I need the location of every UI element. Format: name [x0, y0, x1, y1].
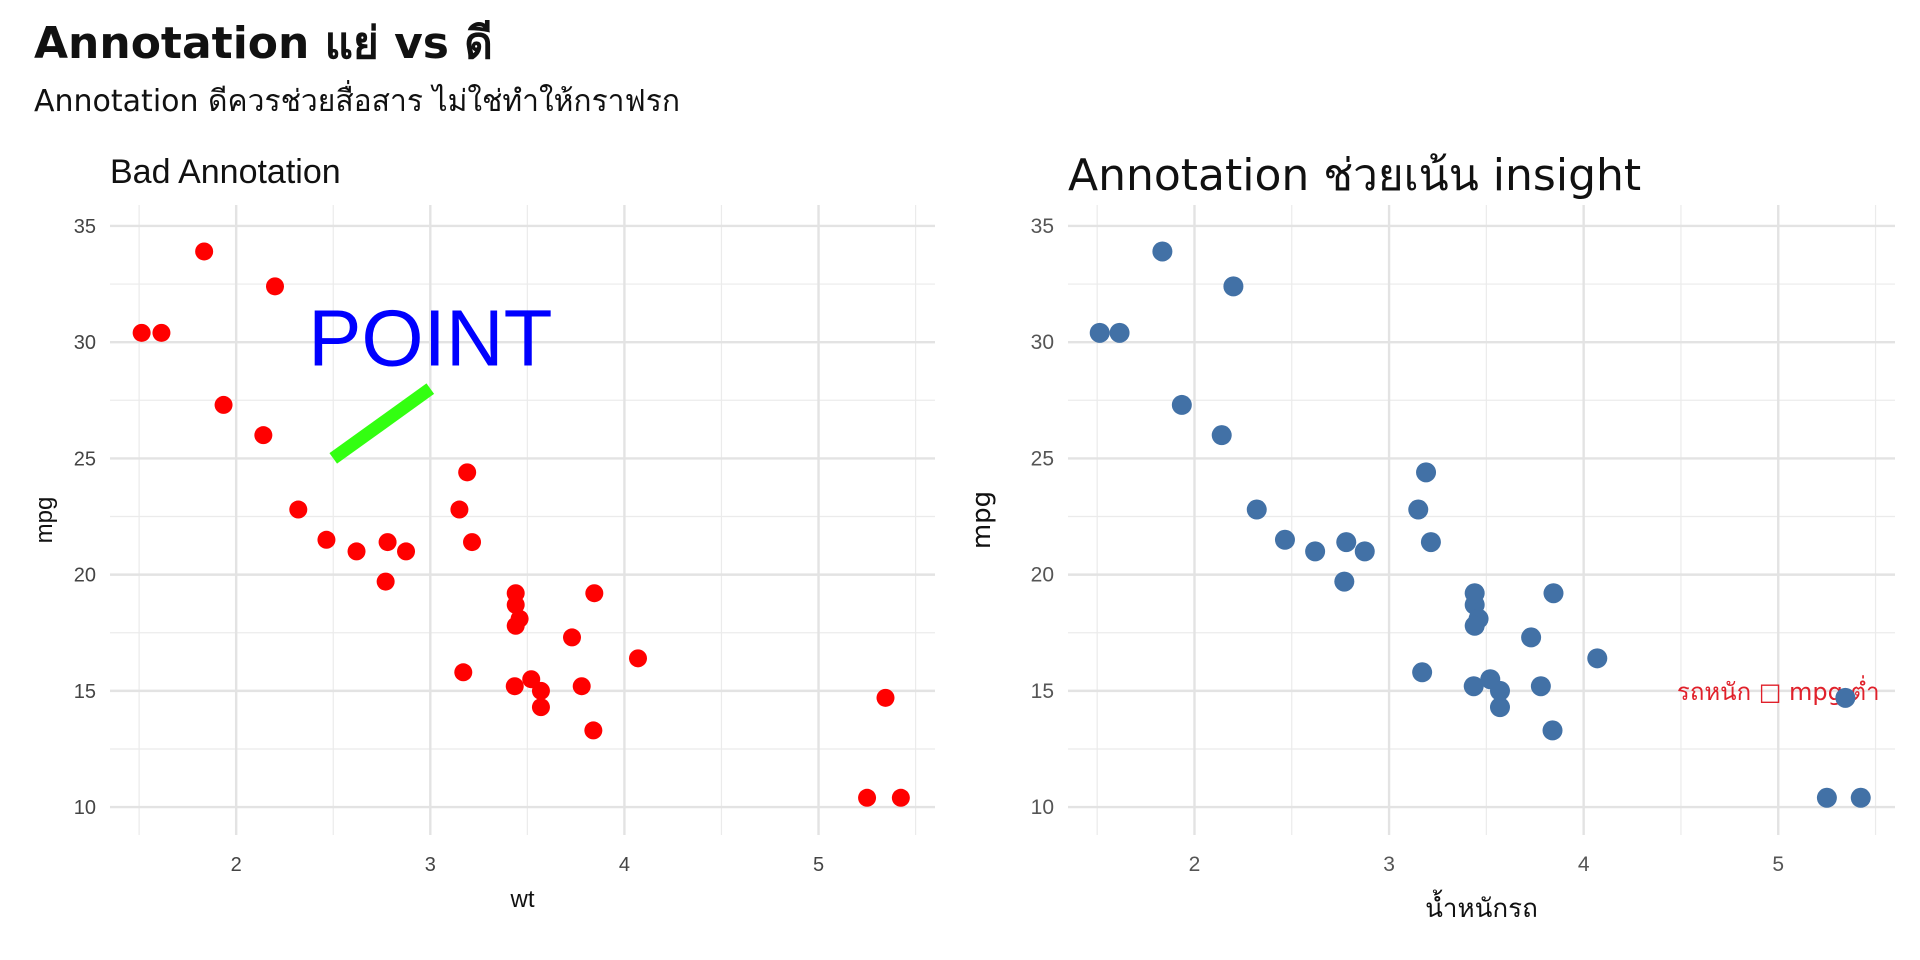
data-point: [531, 681, 550, 700]
data-point: [1274, 529, 1295, 550]
data-point: [289, 500, 308, 519]
data-point: [1463, 676, 1484, 697]
data-point: [506, 584, 525, 603]
data-points: [1089, 241, 1871, 808]
data-point: [1334, 571, 1355, 592]
data-point: [317, 530, 336, 549]
chart-panel-1: 2 3 4 5 10 15 20 25 30 35 Bad Annotation wt mpg POINT: [31, 153, 935, 913]
chart-title: Annotation ช่วยเน้น insight: [1068, 150, 1641, 201]
data-point: [1464, 583, 1485, 604]
data-point: [1850, 787, 1871, 808]
data-point: [1171, 394, 1192, 415]
x-tick-label: 4: [619, 854, 630, 876]
annotations: POINT: [308, 293, 553, 464]
data-point: [378, 533, 397, 552]
annotation-segment: [329, 383, 435, 464]
data-point: [450, 500, 469, 519]
data-point: [454, 663, 473, 682]
data-point: [531, 698, 550, 717]
data-point: [1089, 322, 1110, 343]
y-tick-label: 25: [74, 448, 96, 470]
x-tick-label: 4: [1578, 853, 1590, 876]
data-point: [152, 323, 171, 342]
data-point: [347, 542, 366, 561]
y-tick-label: 25: [1031, 447, 1054, 470]
data-point: [1543, 583, 1564, 604]
data-point: [1211, 425, 1232, 446]
data-point: [1152, 241, 1173, 262]
data-point: [1223, 276, 1244, 297]
data-point: [1530, 676, 1551, 697]
data-point: [505, 677, 524, 696]
x-tick-label: 3: [1383, 853, 1395, 876]
data-point: [1489, 680, 1510, 701]
x-tick-label: 5: [1772, 853, 1784, 876]
y-tick-label: 35: [74, 216, 96, 238]
data-point: [463, 533, 482, 552]
page-subtitle: Annotation ดีควรช่วยสื่อสาร ไม่ใช่ทำให้ก…: [34, 84, 681, 119]
data-point: [858, 788, 877, 807]
data-point: [397, 542, 416, 561]
data-point: [1521, 627, 1542, 648]
data-points: [132, 242, 910, 807]
data-point: [1816, 787, 1837, 808]
data-point: [876, 688, 895, 707]
data-point: [1489, 697, 1510, 718]
data-point: [458, 463, 477, 482]
data-point: [563, 628, 581, 647]
y-tick-label: 20: [74, 565, 96, 587]
data-point: [1408, 499, 1429, 520]
y-tick-label: 35: [1031, 215, 1054, 238]
data-point: [254, 426, 273, 445]
data-point: [1109, 322, 1130, 343]
page-title: Annotation แย่ vs ดี: [34, 18, 493, 69]
data-point: [1835, 687, 1856, 708]
data-point: [1420, 532, 1441, 553]
data-point: [376, 572, 395, 591]
y-axis-label: mpg: [31, 497, 58, 544]
annotation-text: POINT: [308, 293, 552, 382]
y-tick-label: 30: [74, 332, 96, 354]
data-point: [214, 395, 233, 414]
y-tick-label: 15: [74, 681, 96, 703]
x-axis-label: wt: [510, 886, 535, 913]
data-point: [891, 788, 910, 807]
chart-title: Bad Annotation: [110, 153, 341, 191]
data-point: [1336, 532, 1357, 553]
data-point: [1412, 662, 1433, 683]
data-point: [195, 242, 214, 261]
y-tick-label: 10: [74, 797, 96, 819]
x-tick-label: 2: [231, 854, 242, 876]
data-point: [584, 721, 603, 740]
data-point: [1587, 648, 1608, 669]
x-tick-label: 3: [425, 854, 436, 876]
gridlines: [1068, 205, 1895, 835]
y-axis-label: mpg: [967, 491, 997, 549]
x-tick-label: 2: [1189, 853, 1201, 876]
data-point: [629, 649, 647, 668]
data-point: [1464, 615, 1485, 636]
data-point: [506, 616, 525, 635]
data-point: [1416, 462, 1437, 483]
y-tick-label: 20: [1031, 564, 1054, 587]
data-point: [572, 677, 591, 696]
chart-panel-2: 2 3 4 5 10 15 20 25 30 35 Annotation ช่วยเน้น insi…: [967, 150, 1895, 924]
data-point: [1246, 499, 1267, 520]
y-tick-label: 15: [1031, 680, 1054, 703]
x-tick-label: 5: [813, 854, 824, 876]
y-tick-label: 10: [1031, 796, 1054, 819]
data-point: [266, 277, 284, 296]
gridlines: [110, 205, 935, 835]
data-point: [132, 323, 151, 342]
data-point: [1354, 541, 1375, 562]
x-axis-label: น้ำหนักรถ: [1425, 889, 1538, 924]
data-point: [1542, 720, 1563, 741]
y-tick-label: 30: [1031, 331, 1054, 354]
data-point: [585, 584, 604, 603]
data-point: [1305, 541, 1326, 562]
